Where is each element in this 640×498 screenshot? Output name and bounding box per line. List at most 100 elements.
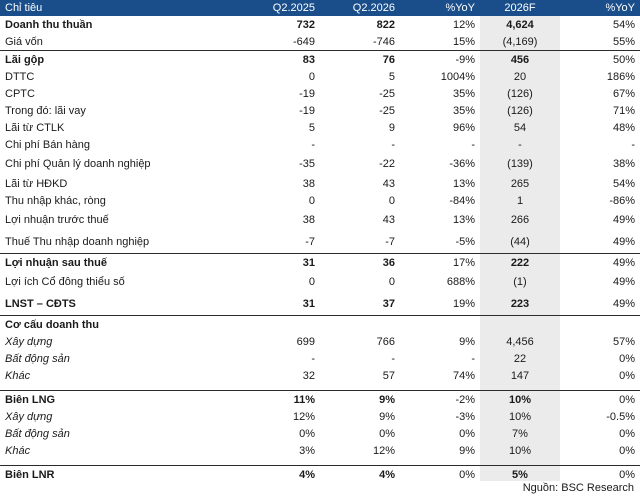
cell-yoy-quarter: 9%: [459, 444, 475, 457]
table-row: Chi phí Quản lý doanh nghiệp -35 -22 -36% (1…: [0, 153, 640, 175]
cell-forecast-2026: 5%: [480, 465, 560, 483]
cell-label: Lãi từ HĐKD: [5, 177, 68, 190]
cell-q2-2026: 37: [382, 298, 395, 310]
cell-q2-2026: 12%: [372, 444, 395, 457]
cell-q2-2025: 0: [308, 276, 315, 288]
cell-forecast-2026: 1: [516, 194, 524, 207]
cell-yoy-forecast: 0%: [619, 369, 635, 382]
cell-q2-2026: 0: [388, 276, 395, 288]
cell-yoy-quarter: 35%: [452, 104, 475, 117]
cell-yoy-quarter: 9%: [459, 335, 475, 348]
cell-yoy-forecast: 38%: [612, 158, 635, 170]
cell-forecast-2026: 265: [510, 177, 530, 190]
cell-forecast-2026: (44): [510, 236, 530, 248]
table-row: Lãi từ CTLK 5 9 96% 54 48%: [0, 119, 640, 136]
cell-q2-2026: -25: [379, 104, 395, 117]
cell-forecast-2026: (1): [513, 276, 527, 288]
cell-q2-2026: 43: [382, 177, 395, 190]
cell-q2-2026: 5: [388, 70, 395, 83]
header-yoy-quarter: %YoY: [400, 0, 480, 16]
cell-yoy-forecast: 48%: [612, 121, 635, 134]
cell-q2-2025: 0: [308, 70, 315, 83]
table-row: CPTC -19 -25 35% (126) 67%: [0, 85, 640, 102]
table-row: Bất động sản - - - 22 0%: [0, 350, 640, 367]
cell-q2-2026: 0: [388, 194, 395, 207]
cell-forecast-2026: (139): [507, 158, 533, 170]
cell-yoy-forecast: 0%: [619, 352, 635, 365]
financial-summary-table: Chỉ tiêu Q2.2025 Q2.2026 %YoY 2026F %YoY…: [0, 0, 640, 483]
cell-forecast-2026: 222: [480, 253, 560, 271]
header-q2-2026: Q2.2026: [320, 0, 400, 16]
cell-yoy-quarter: -5%: [455, 236, 475, 248]
table-body: Doanh thu thuần 732 822 12% 4,624 54% Giá vốn -…: [0, 16, 640, 483]
cell-q2-2025: 31: [302, 298, 315, 310]
cell-forecast-2026: 10%: [480, 390, 560, 408]
cell-q2-2026: 57: [382, 369, 395, 382]
table-row: Lãi từ HĐKD 38 43 13% 265 54%: [0, 175, 640, 192]
cell-yoy-quarter: 17%: [400, 253, 480, 271]
cell-yoy-quarter: [400, 315, 480, 333]
cell-q2-2026: 9%: [320, 390, 400, 408]
cell-label: CPTC: [5, 87, 35, 100]
cell-q2-2026: -7: [385, 236, 395, 248]
cell-yoy-quarter: 19%: [452, 298, 475, 310]
header-yoy-forecast: %YoY: [560, 0, 640, 16]
cell-label: Thu nhập khác, ròng: [5, 194, 106, 207]
cell-q2-2025: -7: [305, 236, 315, 248]
cell-label: Giá vốn: [5, 35, 43, 48]
cell-yoy-forecast: 0%: [619, 444, 635, 457]
table-row: Lợi ích Cổ đông thiểu số 0 0 688% (1) 49%: [0, 271, 640, 293]
cell-q2-2026: 9: [388, 121, 395, 134]
cell-yoy-quarter: 12%: [452, 18, 475, 31]
table-row: Lợi nhuận sau thuế 31 36 17% 222 49%: [0, 253, 640, 271]
cell-yoy-forecast: 49%: [612, 276, 635, 288]
table-row: Cơ cấu doanh thu: [0, 315, 640, 333]
cell-label: Biên LNG: [0, 390, 240, 408]
cell-forecast-2026: 54: [513, 121, 527, 134]
cell-yoy-forecast: 71%: [612, 104, 635, 117]
table-row: Khác 3% 12% 9% 10% 0%: [0, 442, 640, 459]
cell-forecast-2026: -: [518, 138, 522, 151]
cell-forecast-2026: 4,624: [506, 18, 534, 31]
table-row: Trong đó: lãi vay -19 -25 35% (126) 71%: [0, 102, 640, 119]
cell-yoy-forecast: 0%: [619, 427, 635, 440]
cell-label: LNST – CĐTS: [5, 298, 76, 310]
table-row: Thu nhập khác, ròng 0 0 -84% 1 -86%: [0, 192, 640, 209]
cell-yoy-quarter: 96%: [452, 121, 475, 134]
cell-forecast-2026: 10%: [508, 410, 532, 423]
cell-forecast-2026: 456: [480, 50, 560, 68]
cell-yoy-quarter: 0%: [400, 465, 480, 483]
cell-label: Chi phí Bán hàng: [5, 138, 91, 151]
cell-yoy-quarter: 35%: [452, 87, 475, 100]
cell-yoy-forecast: -: [631, 138, 635, 151]
cell-q2-2026: -22: [379, 158, 395, 170]
cell-q2-2025: 12%: [292, 410, 315, 423]
cell-label: Cơ cấu doanh thu: [0, 315, 240, 333]
cell-q2-2025: 5: [308, 121, 315, 134]
cell-yoy-quarter: -2%: [400, 390, 480, 408]
cell-yoy-quarter: 13%: [452, 214, 475, 226]
cell-forecast-2026: 20: [513, 70, 527, 83]
cell-label: Khác: [5, 444, 31, 457]
cell-q2-2026: 766: [376, 335, 395, 348]
cell-q2-2026: 9%: [379, 410, 395, 423]
cell-q2-2025: 0: [308, 194, 315, 207]
cell-yoy-forecast: 57%: [612, 335, 635, 348]
cell-q2-2025: 31: [240, 253, 320, 271]
cell-forecast-2026: 147: [510, 369, 530, 382]
cell-forecast-2026: (4,169): [502, 35, 538, 48]
cell-q2-2025: 0%: [299, 427, 315, 440]
cell-q2-2025: -: [311, 352, 315, 365]
cell-label: Biên LNR: [0, 465, 240, 483]
cell-yoy-quarter: 688%: [446, 276, 475, 288]
cell-q2-2026: -25: [379, 87, 395, 100]
cell-q2-2025: 732: [296, 18, 315, 31]
cell-yoy-quarter: -: [471, 138, 475, 151]
cell-yoy-forecast: 50%: [560, 50, 640, 68]
cell-yoy-forecast: -86%: [609, 194, 635, 207]
cell-label: Chi phí Quản lý doanh nghiệp: [5, 158, 151, 170]
cell-label: Lợi nhuận trước thuế: [5, 214, 109, 226]
header-indicator: Chỉ tiêu: [0, 0, 240, 16]
cell-label: Lợi ích Cổ đông thiểu số: [5, 276, 125, 288]
cell-q2-2025: 11%: [240, 390, 320, 408]
